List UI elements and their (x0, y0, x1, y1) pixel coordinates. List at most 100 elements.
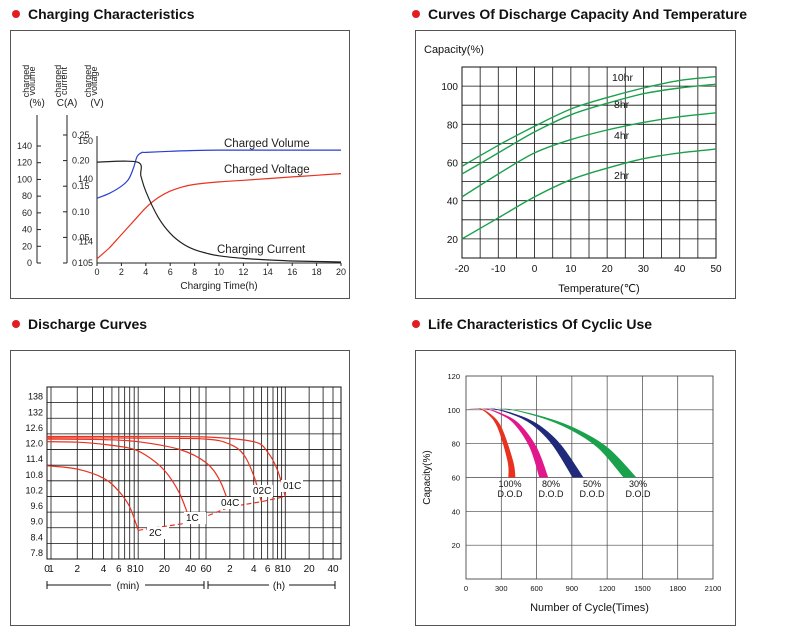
y-tick-label: 10.8 (25, 470, 43, 480)
series-band (466, 408, 549, 478)
y-tick-label-volume: 120 (17, 158, 32, 168)
end-voltage-line (138, 495, 286, 531)
x-tick-label: 50 (710, 264, 722, 275)
bullet-icon (412, 10, 420, 19)
x-tick-label: 1800 (669, 584, 686, 593)
series-label: Charging Current (217, 244, 306, 256)
x-tick-label-min: 1 (48, 564, 54, 575)
y-tick-label: 60 (452, 474, 460, 483)
discharge-chart: 13813212.612.011.410.810.29.69.08.47.801… (25, 386, 342, 592)
y-tick-label: 12.0 (25, 439, 43, 449)
temperature-chart: -20 -10 0 10 20 30 40 50 20 40 60 80 100 Capacity(%) T… (424, 44, 722, 295)
series-label: 8hr (614, 99, 630, 111)
series-line (461, 148, 717, 240)
axis-header-word: volume (27, 66, 37, 95)
x-tick-label-min: 2 (74, 564, 80, 575)
y-tick-label-current: 0.20 (72, 156, 90, 166)
series-line (46, 441, 192, 523)
bullet-icon (412, 320, 420, 329)
section-title-charging: Charging Characteristics (12, 6, 195, 22)
x-tick-label: 14 (263, 267, 273, 277)
x-tick-label: -20 (455, 264, 470, 275)
x-tick-label: 2 (119, 267, 124, 277)
series-line (46, 435, 286, 497)
charging-chart: 0 2 4 6 8 10 12 14 16 18 20 Charging Time(h) charged… (17, 65, 346, 292)
series-band (466, 408, 516, 478)
y-tick-label: 60 (447, 159, 459, 170)
x-tick-label: 10 (214, 267, 224, 277)
series-label-bg (147, 527, 169, 539)
series-label-pct: 50% (583, 479, 601, 489)
x-unit-min: (min) (117, 581, 140, 592)
series-label: 2C (149, 528, 162, 539)
x-tick-label: 2100 (705, 584, 722, 593)
x-tick-label: 0 (532, 264, 538, 275)
unit-label-bg (111, 578, 145, 592)
axis-unit: C(A) (57, 98, 78, 109)
y-tick-label-voltage: 105 (78, 258, 93, 268)
section-title-text: Charging Characteristics (28, 6, 195, 22)
series-line (461, 112, 717, 198)
section-title-text: Discharge Curves (28, 316, 148, 332)
y-tick-label: 9.6 (30, 501, 43, 511)
x-tick-label: 600 (530, 584, 543, 593)
series-line (96, 149, 341, 199)
series-label-bg (219, 497, 241, 509)
series-line (461, 75, 717, 167)
x-tick-label: 20 (336, 267, 346, 277)
charging-panel: 0 2 4 6 8 10 12 14 16 18 20 Charging Time(h) charged… (10, 30, 350, 299)
y-tick-label-volume: 20 (22, 241, 32, 251)
y-tick-label: 132 (28, 407, 43, 417)
y-tick-label-current: 0.10 (72, 207, 90, 217)
y-tick-label: 10.2 (25, 485, 43, 495)
y-tick-label: 120 (447, 372, 460, 381)
x-tick-label: 4 (143, 267, 148, 277)
section-title-text: Life Characteristics Of Cyclic Use (428, 316, 653, 332)
x-tick-label-h: 4 (251, 564, 257, 575)
series-label-dod: D.O.D (579, 489, 605, 499)
series-label: 1C (186, 513, 199, 524)
y-tick-label: 80 (447, 120, 459, 131)
x-tick-label: 40 (674, 264, 686, 275)
y-tick-label-volume: 140 (17, 141, 32, 151)
y-tick-label-current: 0.25 (72, 130, 90, 140)
axis-header-word: charged (83, 65, 93, 98)
section-title-life: Life Characteristics Of Cyclic Use (412, 316, 652, 332)
x-tick-label: 16 (287, 267, 297, 277)
series-label-dod: D.O.D (538, 489, 564, 499)
series-label-bg (281, 480, 303, 492)
bullet-icon (12, 320, 20, 329)
x-tick-label-min: 40 (185, 564, 197, 575)
x-tick-label-min: 10 (133, 564, 145, 575)
axis-header-word: charged (53, 65, 63, 98)
section-title-text: Curves Of Discharge Capacity And Tempera… (428, 6, 747, 22)
series-line (46, 437, 262, 502)
series-line (96, 160, 342, 263)
y-tick-label-voltage: 114 (79, 236, 93, 246)
unit-label-bg (269, 578, 289, 592)
series-label: Charged Volume (224, 138, 310, 150)
series-line (96, 173, 342, 260)
series-label: Charged Voltage (224, 164, 310, 176)
x-tick-label: 10 (565, 264, 577, 275)
y-tick-label-voltage: 150 (78, 136, 93, 146)
axis-header-word: current (59, 66, 69, 95)
x-tick-label-min: 6 (116, 564, 122, 575)
x-tick-label: 1500 (634, 584, 651, 593)
series-band (466, 408, 584, 478)
series-label: 2hr (614, 170, 630, 182)
y-tick-label: 11.4 (26, 454, 43, 464)
axis-unit: (V) (90, 98, 103, 109)
series-label-bg (251, 485, 273, 497)
x-tick-label: 0 (464, 584, 468, 593)
x-tick-label: 30 (638, 264, 650, 275)
y-tick-label-voltage: 140 (78, 174, 93, 184)
series-label-pct: 30% (629, 479, 647, 489)
series-label-pct: 80% (542, 479, 560, 489)
x-tick-label: 0 (94, 267, 99, 277)
x-tick-label: 1200 (599, 584, 616, 593)
x-tick-label: 900 (566, 584, 579, 593)
series-label: 4hr (614, 130, 630, 142)
x-tick-label-h: 40 (327, 564, 339, 575)
series-band (466, 407, 637, 478)
